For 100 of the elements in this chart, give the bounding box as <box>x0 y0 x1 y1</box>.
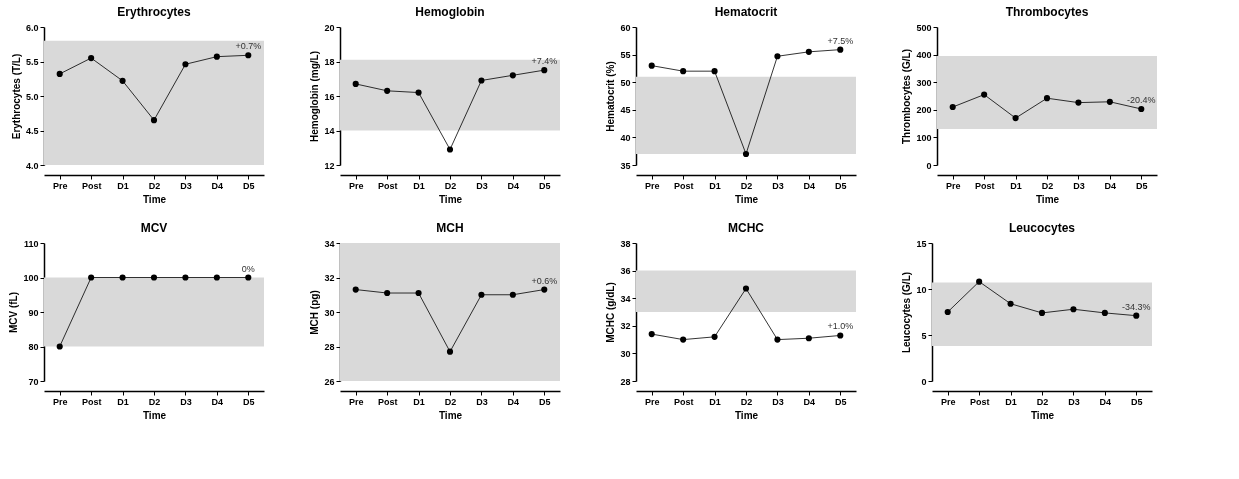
y-tick-label: 200 <box>916 105 932 116</box>
x-tick-label: D3 <box>180 180 192 191</box>
point <box>774 336 781 343</box>
x-tick-label: Pre <box>348 396 364 407</box>
point <box>509 291 516 298</box>
point <box>1043 95 1051 102</box>
y-tick-label: 0 <box>921 376 927 387</box>
y-tick-label: 55 <box>620 50 631 61</box>
point <box>245 52 252 59</box>
y-tick-label: 5.0 <box>25 91 39 102</box>
point <box>541 67 548 74</box>
x-tick-label: D4 <box>507 180 520 191</box>
point <box>119 77 126 84</box>
y-tick-label: 32 <box>620 321 631 332</box>
x-tick-label: Pre <box>940 396 956 407</box>
y-axis-title: MCV (fL) <box>8 291 20 334</box>
x-tick-label: D1 <box>413 180 425 191</box>
y-tick-label: 30 <box>620 348 631 359</box>
y-tick-label: 300 <box>916 77 932 88</box>
chart-title: MCH <box>436 221 464 235</box>
x-tick-label: Pre <box>52 396 68 407</box>
annotation: -20.4% <box>1127 94 1156 105</box>
annotation: +7.4% <box>531 56 558 67</box>
point <box>1070 306 1077 313</box>
annotation: -34.3% <box>1122 301 1151 312</box>
point <box>1038 309 1046 316</box>
y-tick-label: 20 <box>324 22 335 33</box>
point <box>1133 312 1140 319</box>
point <box>1075 99 1082 106</box>
point <box>446 348 454 355</box>
x-tick-label: Pre <box>348 180 364 191</box>
y-tick-label: 5.5 <box>25 57 39 67</box>
y-tick-label: 30 <box>324 307 335 318</box>
chart-title: MCHC <box>728 221 765 235</box>
x-tick-label: D5 <box>1136 180 1148 191</box>
y-tick-label: 45 <box>620 105 631 116</box>
point <box>509 72 516 79</box>
y-tick-label: 90 <box>28 307 39 318</box>
point <box>648 331 655 338</box>
annotation: 0% <box>241 263 255 274</box>
x-tick-label: D3 <box>1073 180 1085 191</box>
x-axis-title: Time <box>1030 409 1055 421</box>
x-axis-title: Time <box>142 409 167 421</box>
point <box>981 91 988 98</box>
y-axis-title: MCHC (g/dL) <box>605 282 617 343</box>
y-tick-label: 0 <box>926 160 932 171</box>
x-tick-label: D2 <box>444 396 457 407</box>
point <box>384 289 391 297</box>
y-tick-label: 12 <box>324 160 335 171</box>
x-tick-label: Post <box>81 396 102 407</box>
x-axis-title: Time <box>438 409 463 421</box>
x-tick-label: Post <box>673 396 694 407</box>
point <box>1138 105 1145 113</box>
y-tick-label: 40 <box>620 132 631 143</box>
x-tick-label: Pre <box>644 180 660 191</box>
y-axis-title: Hematocrit (%) <box>605 61 617 132</box>
y-tick-label: 70 <box>28 376 39 387</box>
point <box>88 54 95 62</box>
x-tick-label: D5 <box>1131 396 1143 407</box>
annotation: +1.0% <box>827 321 854 332</box>
x-tick-label: Pre <box>644 396 660 407</box>
point <box>742 285 750 292</box>
x-tick-label: D2 <box>1036 396 1049 407</box>
point <box>415 289 422 297</box>
point <box>711 68 718 75</box>
point <box>944 308 951 316</box>
y-tick-label: 50 <box>620 77 631 88</box>
annotation: +0.7% <box>235 41 262 52</box>
point <box>415 89 422 96</box>
x-tick-label: D2 <box>148 180 161 191</box>
y-axis-title: Erythrocytes (T/L) <box>10 53 22 140</box>
point <box>680 336 687 343</box>
y-tick-label: 16 <box>324 91 335 102</box>
y-tick-label: 32 <box>324 273 335 283</box>
chart-title: Thrombocytes <box>1005 5 1089 19</box>
chart-title: Hematocrit <box>714 5 778 19</box>
point <box>182 61 189 68</box>
y-tick-label: 18 <box>324 57 335 67</box>
y-tick-label: 34 <box>324 238 335 249</box>
point <box>478 77 485 84</box>
point <box>837 332 844 339</box>
x-tick-label: Post <box>81 180 102 191</box>
y-tick-label: 14 <box>324 126 335 136</box>
x-tick-label: D4 <box>211 180 224 191</box>
x-tick-label: D3 <box>476 396 488 407</box>
y-tick-label: 400 <box>916 50 932 61</box>
point <box>837 46 844 53</box>
x-tick-label: D1 <box>117 396 129 407</box>
point <box>352 80 359 87</box>
x-tick-label: D3 <box>772 180 784 191</box>
chart-title: Erythrocytes <box>117 5 191 19</box>
x-tick-label: D1 <box>413 396 425 407</box>
point <box>742 150 750 158</box>
y-tick-label: 10 <box>916 284 927 295</box>
x-tick-label: D2 <box>740 396 753 407</box>
x-tick-label: D3 <box>476 180 488 191</box>
point <box>711 333 718 340</box>
y-tick-label: 500 <box>916 22 932 33</box>
point <box>805 48 812 55</box>
x-axis-title: Time <box>438 193 463 205</box>
